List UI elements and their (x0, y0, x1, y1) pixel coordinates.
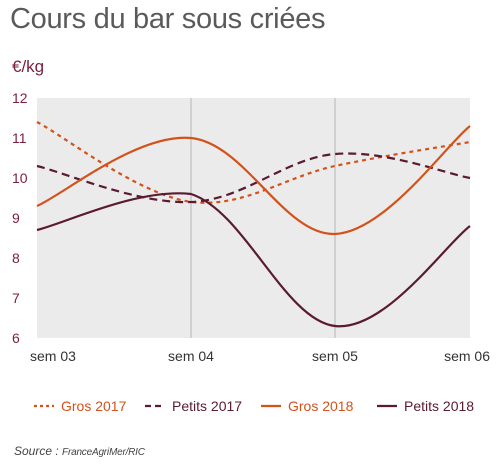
legend-item-gros-2018: Gros 2018 (261, 398, 354, 414)
line-chart: 6 7 8 9 10 11 12 sem 03 sem 04 sem 05 sem 06 Gros… (12, 90, 490, 414)
source-label: Source : (14, 444, 59, 458)
legend-item-petits-2017: Petits 2017 (145, 398, 242, 414)
y-axis-unit-label: €/kg (12, 57, 45, 76)
series-line-gros-2017 (36, 121, 471, 204)
x-tick-label: sem 05 (312, 348, 358, 364)
y-tick-label: 8 (12, 250, 20, 266)
legend-label: Petits 2018 (404, 398, 474, 414)
x-tick-label: sem 04 (168, 348, 214, 364)
y-tick-label: 7 (12, 290, 20, 306)
legend-label: Petits 2017 (172, 398, 242, 414)
legend-item-petits-2018: Petits 2018 (377, 398, 474, 414)
plot-area (37, 98, 470, 338)
legend-item-gros-2017: Gros 2017 (34, 398, 127, 414)
series-line-gros-2018 (36, 125, 471, 236)
series-line-petits-2018 (36, 192, 471, 328)
y-tick-label: 6 (12, 330, 20, 346)
y-tick-label: 11 (12, 130, 27, 146)
legend-label: Gros 2017 (61, 398, 127, 414)
source-name: FranceAgriMer/RIC (62, 447, 145, 458)
y-tick-label: 9 (12, 210, 20, 226)
x-tick-label: sem 03 (30, 348, 76, 364)
legend-label: Gros 2018 (288, 398, 354, 414)
y-tick-label: 12 (12, 90, 28, 106)
source-note: Source : FranceAgriMer/RIC (14, 444, 145, 458)
chart-title: Cours du bar sous criées (10, 3, 326, 35)
y-tick-label: 10 (12, 170, 28, 186)
series-line-petits-2017 (36, 152, 471, 204)
x-tick-label: sem 06 (444, 348, 490, 364)
